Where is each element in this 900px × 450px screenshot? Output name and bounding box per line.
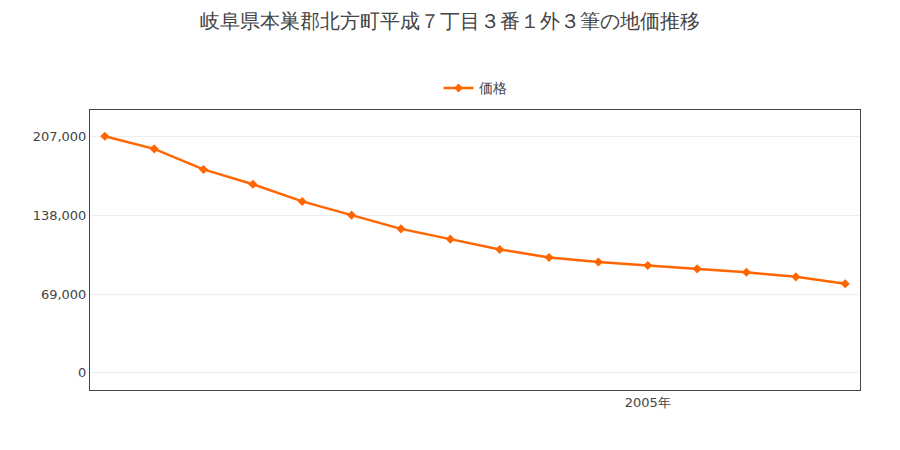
svg-text:207,000: 207,000 — [33, 129, 87, 144]
svg-text:69,000: 69,000 — [41, 287, 87, 302]
svg-text:岐阜県本巣郡北方町平成７丁目３番１外３筆の地価推移: 岐阜県本巣郡北方町平成７丁目３番１外３筆の地価推移 — [200, 9, 700, 33]
svg-text:2005年: 2005年 — [625, 395, 671, 410]
svg-text:138,000: 138,000 — [33, 208, 87, 223]
svg-text:価格: 価格 — [479, 80, 507, 96]
svg-text:0: 0 — [78, 365, 86, 380]
